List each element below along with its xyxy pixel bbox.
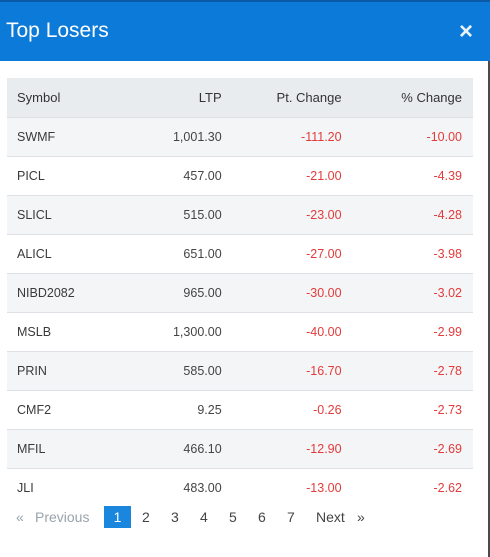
next-page-link[interactable]: Next (316, 509, 345, 525)
pct-change-cell: -3.98 (433, 246, 463, 261)
table-row: MSLB 1,300.00 -40.00 -2.99 (7, 312, 473, 351)
column-header-ltp[interactable]: LTP (198, 89, 222, 105)
ltp-cell: 457.00 (183, 168, 222, 183)
page-link-6[interactable]: 6 (258, 509, 266, 525)
symbol-cell[interactable]: ALICL (17, 246, 52, 261)
pt-change-cell: -12.90 (306, 441, 342, 456)
ltp-cell: 1,001.30 (172, 129, 222, 144)
symbol-cell[interactable]: PICL (17, 168, 45, 183)
table-row: CMF2 9.25 -0.26 -2.73 (7, 390, 473, 429)
column-header-pct-change[interactable]: % Change (401, 89, 462, 105)
table-row: MFIL 466.10 -12.90 -2.69 (7, 429, 473, 468)
table-row: PRIN 585.00 -16.70 -2.78 (7, 351, 473, 390)
table-row: JLI 483.00 -13.00 -2.62 (7, 468, 473, 507)
pt-change-cell: -16.70 (306, 363, 342, 378)
ltp-cell: 515.00 (183, 207, 222, 222)
table-row: SWMF 1,001.30 -111.20 -10.00 (7, 117, 473, 156)
symbol-cell[interactable]: CMF2 (17, 402, 52, 417)
table-row: NIBD2082 965.00 -30.00 -3.02 (7, 273, 473, 312)
page-link-5[interactable]: 5 (229, 509, 237, 525)
pt-change-cell: -21.00 (306, 168, 342, 183)
pct-change-cell: -4.39 (433, 168, 463, 183)
symbol-cell[interactable]: MSLB (17, 324, 52, 339)
column-header-pt-change[interactable]: Pt. Change (276, 89, 342, 105)
table-row: ALICL 651.00 -27.00 -3.98 (7, 234, 473, 273)
pct-change-cell: -10.00 (426, 129, 462, 144)
dialog-title: Top Losers (6, 19, 109, 42)
symbol-cell[interactable]: PRIN (17, 363, 47, 378)
pt-change-cell: -23.00 (306, 207, 342, 222)
column-header-symbol[interactable]: Symbol (17, 89, 61, 105)
ltp-cell: 9.25 (197, 402, 222, 417)
ltp-cell: 651.00 (183, 246, 222, 261)
page-link-7[interactable]: 7 (287, 509, 295, 525)
pct-change-cell: -3.02 (433, 285, 463, 300)
last-page-link[interactable]: » (357, 509, 365, 525)
ltp-cell: 466.10 (183, 441, 222, 456)
pct-change-cell: -2.78 (433, 363, 463, 378)
symbol-cell[interactable]: NIBD2082 (17, 285, 75, 300)
pt-change-cell: -13.00 (306, 480, 342, 495)
ltp-cell: 965.00 (183, 285, 222, 300)
pct-change-cell: -4.28 (433, 207, 463, 222)
page-link-4[interactable]: 4 (200, 509, 208, 525)
pt-change-cell: -27.00 (306, 246, 342, 261)
top-losers-table: Symbol LTP Pt. Change % Change SWMF 1,00… (7, 78, 473, 507)
ltp-cell: 483.00 (183, 480, 222, 495)
ltp-cell: 1,300.00 (172, 324, 222, 339)
symbol-cell[interactable]: SLICL (17, 207, 52, 222)
table-row: PICL 457.00 -21.00 -4.39 (7, 156, 473, 195)
dialog-header: Top Losers × (0, 0, 490, 61)
symbol-cell[interactable]: MFIL (17, 441, 46, 456)
page-link-1[interactable]: 1 (104, 506, 131, 528)
close-icon[interactable]: × (458, 18, 473, 45)
first-page-link[interactable]: « (16, 509, 24, 525)
symbol-cell[interactable]: SWMF (17, 129, 56, 144)
page-link-3[interactable]: 3 (171, 509, 179, 525)
symbol-cell[interactable]: JLI (17, 480, 34, 495)
pt-change-cell: -40.00 (306, 324, 342, 339)
pt-change-cell: -111.20 (301, 129, 342, 144)
table-row: SLICL 515.00 -23.00 -4.28 (7, 195, 473, 234)
pct-change-cell: -2.99 (433, 324, 463, 339)
page-link-2[interactable]: 2 (142, 509, 150, 525)
pct-change-cell: -2.62 (433, 480, 463, 495)
ltp-cell: 585.00 (183, 363, 222, 378)
table-header-row: Symbol LTP Pt. Change % Change (7, 78, 473, 117)
pct-change-cell: -2.69 (433, 441, 463, 456)
previous-page-link[interactable]: Previous (35, 509, 90, 525)
pt-change-cell: -0.26 (313, 402, 342, 417)
pct-change-cell: -2.73 (433, 402, 463, 417)
pt-change-cell: -30.00 (306, 285, 342, 300)
